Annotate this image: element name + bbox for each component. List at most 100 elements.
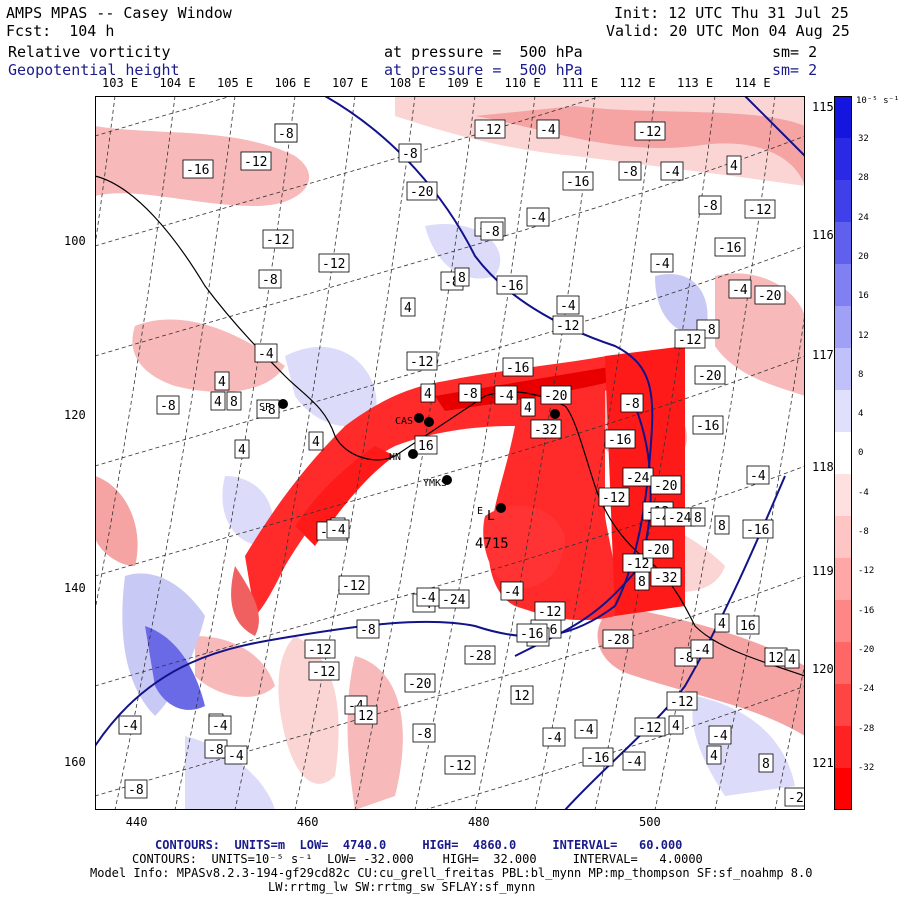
colorbar-tick: 24 <box>858 212 869 223</box>
colorbar-bin <box>834 390 852 433</box>
contour-label: -12 <box>666 691 698 711</box>
svg-text:-8: -8 <box>360 623 376 638</box>
footer-vort-high: HIGH= 32.000 <box>442 852 537 866</box>
contour-label: -4 <box>326 519 350 539</box>
colorbar-tick: -4 <box>858 487 869 498</box>
contour-label: -12 <box>552 315 584 335</box>
svg-text:-8: -8 <box>208 743 224 758</box>
contour-label: -12 <box>304 639 336 659</box>
contour-label: -16 <box>182 159 214 179</box>
svg-text:-12: -12 <box>626 557 649 572</box>
svg-text:-16: -16 <box>506 361 529 376</box>
colorbar-tick: 28 <box>858 173 869 184</box>
contour-label: -16 <box>604 429 636 449</box>
colorbar-bin <box>834 306 852 349</box>
svg-text:-8: -8 <box>128 783 144 798</box>
contour-label: -8 <box>124 779 148 799</box>
contour-label: -20 <box>694 365 726 385</box>
x-tick-label: 460 <box>296 815 319 829</box>
svg-text:-4: -4 <box>540 123 556 138</box>
contour-label: -8 <box>356 619 380 639</box>
svg-text:-20: -20 <box>758 289 781 304</box>
svg-text:-12: -12 <box>410 355 433 370</box>
contour-label: -12 <box>262 229 294 249</box>
svg-text:-12: -12 <box>308 643 331 658</box>
footer-height-high: HIGH= 4860.0 <box>422 838 517 852</box>
contour-label: -16 <box>582 747 614 767</box>
x-tick-label: 500 <box>639 815 661 829</box>
colorbar-tick: -12 <box>858 566 875 577</box>
contour-label: -20 <box>642 539 674 559</box>
contour-label: -8 <box>458 383 482 403</box>
lon-label-top: 107 E <box>332 76 369 90</box>
contour-label: -12 <box>674 329 706 349</box>
lon-label-top: 106 E <box>274 76 311 90</box>
colorbar-bin <box>834 96 852 139</box>
lon-label-top: 109 E <box>447 76 484 90</box>
colorbar-bin <box>834 642 852 685</box>
colorbar-bin <box>834 600 852 643</box>
svg-text:-12: -12 <box>538 605 561 620</box>
contour-label: -12 <box>634 121 666 141</box>
svg-text:-8: -8 <box>402 147 418 162</box>
colorbar-bin <box>834 138 852 181</box>
svg-text:-12: -12 <box>638 721 661 736</box>
lon-label-top: 113 E <box>677 76 714 90</box>
lat-lon-grid <box>95 96 805 810</box>
svg-text:4: 4 <box>718 617 726 632</box>
colorbar-bin <box>834 432 852 475</box>
station-label: HN <box>389 452 401 463</box>
colorbar-bin <box>834 558 852 601</box>
contour-label: 16 <box>736 615 760 635</box>
svg-text:-4: -4 <box>694 643 710 658</box>
contour-label: -16 <box>516 623 548 643</box>
svg-text:-4: -4 <box>654 257 670 272</box>
contour-label: -4 <box>574 719 598 739</box>
svg-text:-8: -8 <box>160 399 176 414</box>
contour-label: -32 <box>530 419 562 439</box>
svg-text:12: 12 <box>514 689 530 704</box>
contour-label: 8 <box>758 753 774 773</box>
svg-text:-16: -16 <box>500 279 523 294</box>
contour-labels: -8-12-16-12-8-4-124-8-16-12-20-12-8-4-4-… <box>118 119 805 807</box>
contour-label: -4 <box>526 207 550 227</box>
svg-text:-4: -4 <box>212 719 228 734</box>
field2-name: Geopotential height <box>8 61 180 79</box>
svg-text:-4: -4 <box>712 729 728 744</box>
colorbar-tick: 8 <box>858 369 864 380</box>
svg-text:-28: -28 <box>606 633 629 648</box>
colorbar-tick: 32 <box>858 134 869 144</box>
svg-text:-12: -12 <box>312 665 335 680</box>
field1-smoothing: sm= 2 <box>772 43 818 61</box>
contour-label: 4 <box>420 383 436 403</box>
contour-label: 4 <box>400 297 416 317</box>
y-tick-label: 100 <box>64 233 86 248</box>
colorbar-bin <box>834 180 852 223</box>
svg-text:16: 16 <box>418 439 434 454</box>
svg-text:-4: -4 <box>258 347 274 362</box>
contour-label: -12 <box>444 755 476 775</box>
svg-text:8: 8 <box>762 757 770 772</box>
svg-text:16: 16 <box>740 619 756 634</box>
field1-name: Relative vorticity <box>8 43 171 61</box>
vorticity-map: -8-12-16-12-8-4-124-8-16-12-20-12-8-4-4-… <box>95 96 805 810</box>
svg-text:4: 4 <box>238 443 246 458</box>
lon-label-top: 110 E <box>504 76 541 90</box>
lon-label-top: 105 E <box>217 76 254 90</box>
contour-label: -4 <box>208 715 232 735</box>
svg-text:-20: -20 <box>698 369 721 384</box>
svg-text:4: 4 <box>312 435 320 450</box>
colorbar-unit: 10⁻⁵ s⁻¹ <box>856 96 900 106</box>
svg-text:-20: -20 <box>544 389 567 404</box>
field2-smoothing: sm= 2 <box>772 61 818 79</box>
svg-text:-12: -12 <box>748 203 771 218</box>
svg-text:-4: -4 <box>546 731 562 746</box>
station-label: SP <box>259 402 271 413</box>
contour-label: 8 <box>634 571 650 591</box>
contour-label: 4 <box>706 745 722 765</box>
contour-label: -16 <box>714 237 746 257</box>
colorbar-bin <box>834 516 852 559</box>
station-label: E <box>477 506 483 517</box>
svg-text:-8: -8 <box>702 199 718 214</box>
contour-label: -4 <box>416 587 440 607</box>
